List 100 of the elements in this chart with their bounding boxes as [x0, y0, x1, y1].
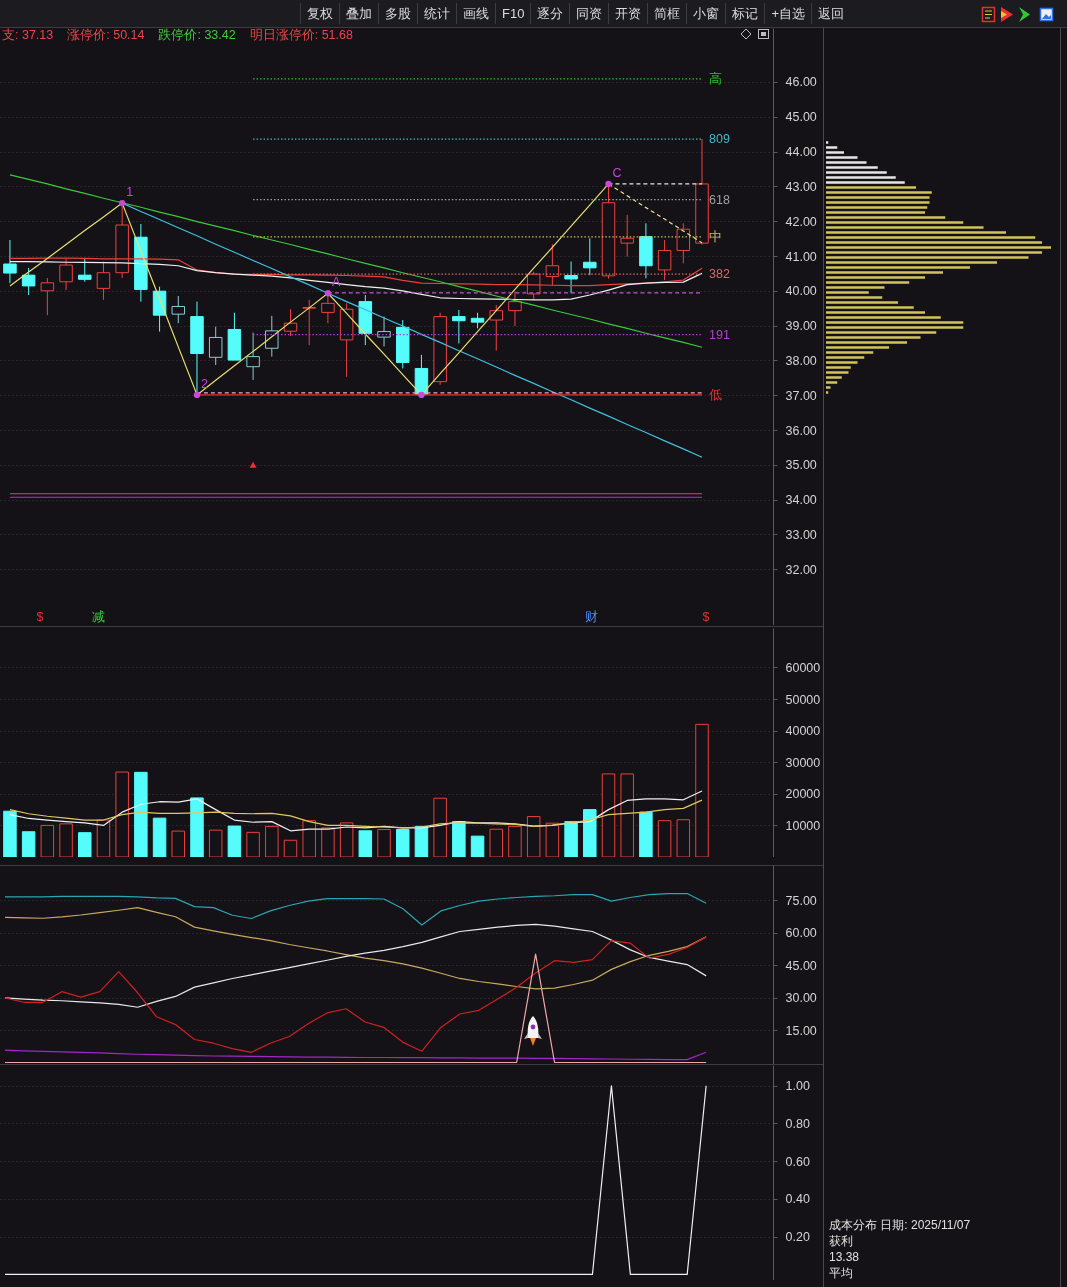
point — [249, 461, 257, 468]
y-tick-label: 60000 — [785, 660, 821, 675]
bar — [545, 822, 560, 857]
y-tick-label: 43.00 — [785, 179, 817, 194]
series-label: 中 — [709, 229, 723, 244]
candlestick — [3, 239, 17, 284]
text: F10 — [495, 3, 531, 24]
bar — [826, 171, 887, 174]
y-tick-label: 36.00 — [785, 423, 817, 438]
bar — [826, 351, 874, 354]
y-tick-label: 46.00 — [785, 75, 817, 90]
annotation: 支: 37.13 — [2, 28, 54, 43]
bar — [826, 231, 1006, 234]
bar — [826, 206, 928, 209]
bar — [826, 301, 898, 304]
bar — [227, 825, 242, 857]
bar — [826, 296, 883, 299]
bar — [321, 827, 335, 857]
text: 标记 — [725, 3, 765, 24]
annotation: 2 — [200, 376, 208, 391]
y-tick-label: 44.00 — [785, 145, 817, 160]
bar — [620, 773, 634, 857]
bar — [826, 146, 838, 149]
y-tick-label: 30000 — [785, 755, 821, 770]
line-series — [9, 799, 703, 829]
bar — [358, 830, 373, 857]
annotation: C — [612, 165, 622, 180]
y-tick-label: 42.00 — [785, 214, 817, 229]
bar — [171, 830, 186, 857]
y-tick-label: 50000 — [785, 692, 821, 707]
candlestick — [96, 261, 111, 301]
bar — [826, 191, 932, 194]
bar — [302, 820, 316, 857]
text: 开资 — [608, 3, 648, 24]
text: 平均 — [829, 1266, 854, 1281]
bar — [826, 241, 1042, 244]
bar — [826, 306, 914, 309]
y-tick-label: 0.60 — [785, 1154, 810, 1169]
bar — [826, 166, 878, 169]
y-tick-label: 39.00 — [785, 319, 817, 334]
bar — [826, 331, 937, 334]
bar — [134, 771, 148, 857]
series-label: 191 — [709, 327, 730, 342]
bar — [826, 316, 941, 319]
candlestick — [171, 295, 186, 324]
bar — [826, 371, 849, 374]
point — [193, 391, 201, 399]
bar — [826, 196, 930, 199]
bar — [59, 823, 73, 857]
annotation: 涨停价: 50.14 — [67, 28, 145, 43]
text: 多股 — [378, 3, 417, 24]
bar — [826, 246, 1051, 249]
bar — [826, 256, 1029, 259]
bar — [826, 366, 851, 369]
bar — [695, 723, 709, 857]
y-tick-label: 34.00 — [785, 493, 817, 508]
bar — [826, 361, 858, 364]
bar — [826, 386, 831, 389]
bar — [395, 829, 410, 857]
text: 画线 — [456, 3, 495, 24]
y-tick-label: 75.00 — [785, 893, 817, 908]
y-tick-label: 20000 — [785, 787, 821, 802]
candlestick — [508, 291, 522, 327]
candlestick — [452, 309, 466, 344]
bar — [826, 261, 997, 264]
y-tick-label: 40.00 — [785, 284, 817, 299]
bar — [826, 266, 970, 269]
bar — [826, 221, 964, 224]
bar — [564, 821, 578, 857]
candlestick — [265, 315, 279, 358]
y-tick-label: 60.00 — [785, 926, 817, 941]
line-series — [4, 1049, 707, 1061]
bar — [265, 825, 279, 857]
series-label: 低 — [709, 387, 723, 402]
bar — [826, 151, 844, 154]
text: +自选 — [764, 3, 811, 24]
bar — [246, 831, 260, 857]
candlestick — [21, 267, 36, 296]
bar — [526, 816, 541, 857]
y-tick-label: 38.00 — [785, 353, 817, 368]
series-label: 618 — [709, 192, 730, 207]
line-series — [9, 790, 703, 832]
y-tick-label: 41.00 — [785, 249, 817, 264]
text: 叠加 — [339, 3, 378, 24]
candlestick — [620, 214, 634, 258]
bar — [826, 391, 829, 394]
bar — [826, 326, 964, 329]
bar — [826, 341, 907, 344]
bar — [826, 271, 943, 274]
bar — [826, 201, 930, 204]
bar — [639, 811, 653, 857]
bar — [826, 236, 1036, 239]
annotation: 跌停价: 33.42 — [158, 28, 236, 43]
annotation: $ — [36, 609, 44, 625]
bar — [21, 831, 36, 857]
y-tick-label: 37.00 — [785, 388, 817, 403]
line-series — [4, 936, 707, 1053]
text: 简框 — [647, 3, 687, 24]
text: 小窗 — [686, 3, 726, 24]
bar — [826, 176, 896, 179]
